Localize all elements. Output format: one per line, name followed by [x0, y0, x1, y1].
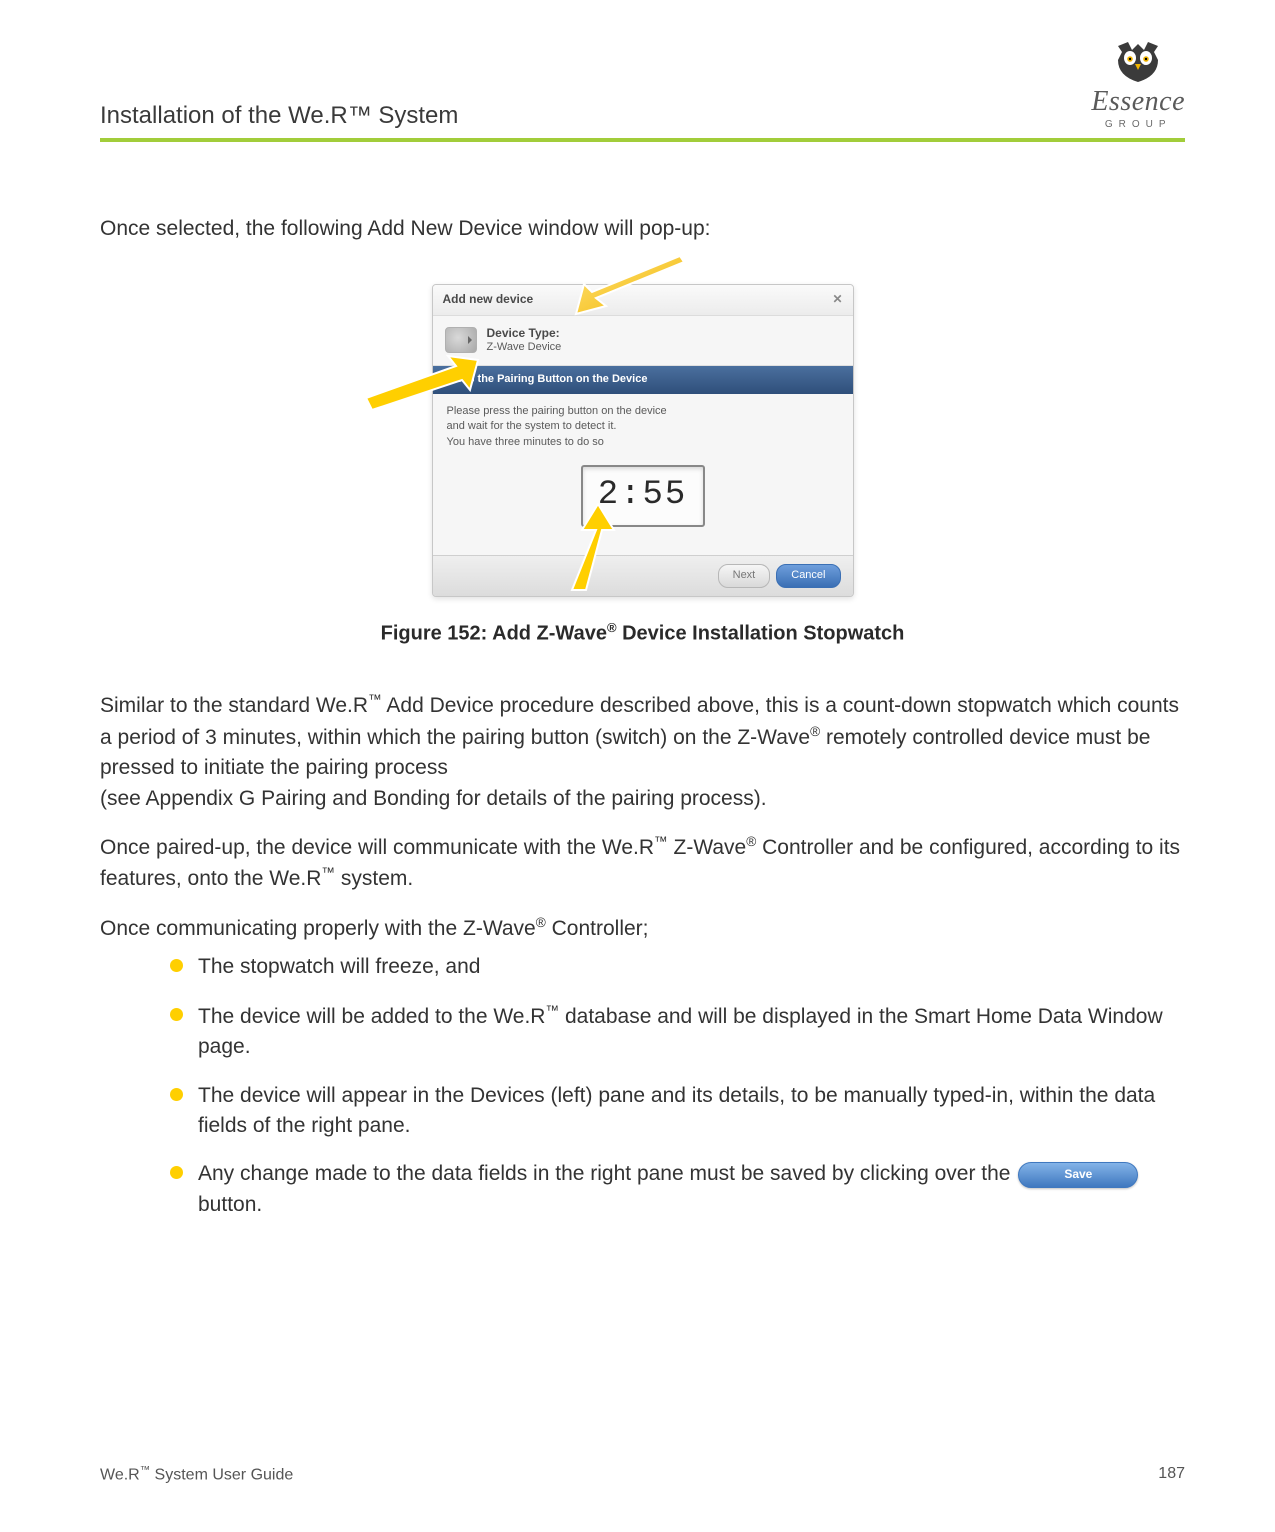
list-item: The stopwatch will freeze, and [170, 952, 1185, 982]
body-line-2: and wait for the system to detect it. [447, 419, 839, 435]
para-similar: Similar to the standard We.R™ Add Device… [100, 690, 1185, 814]
close-icon[interactable]: ✕ [832, 291, 842, 308]
dialog-titlebar: Add new device ✕ [433, 285, 853, 315]
brand-logo: Essence GROUP [1091, 40, 1185, 130]
list-item: The device will appear in the Devices (l… [170, 1081, 1185, 1142]
add-device-dialog: Add new device ✕ Device Type: Z-Wave Dev… [432, 284, 854, 596]
body-line-3: You have three minutes to do so [447, 435, 839, 451]
figure-wrap: Add new device ✕ Device Type: Z-Wave Dev… [100, 284, 1185, 648]
device-type-labels: Device Type: Z-Wave Device [487, 326, 562, 355]
content: Once selected, the following Add New Dev… [100, 214, 1185, 1220]
save-button[interactable]: Save [1018, 1162, 1138, 1188]
para-comm: Once communicating properly with the Z-W… [100, 913, 1185, 944]
cancel-button[interactable]: Cancel [776, 564, 840, 588]
body-line-1: Please press the pairing button on the d… [447, 404, 839, 420]
device-type-key: Device Type: [487, 326, 562, 341]
section-title: Installation of the We.R™ System [100, 102, 458, 130]
step-bar: Press the Pairing Button on the Device [433, 366, 853, 394]
para-paired: Once paired-up, the device will communic… [100, 832, 1185, 895]
bullet-list: The stopwatch will freeze, and The devic… [100, 952, 1185, 1220]
device-type-value: Z-Wave Device [487, 341, 562, 355]
device-type-row: Device Type: Z-Wave Device [433, 316, 853, 366]
page: Installation of the We.R™ System Essence… [0, 0, 1275, 1532]
brand-subtext: GROUP [1105, 120, 1172, 130]
next-button[interactable]: Next [718, 564, 771, 588]
list-item: Any change made to the data fields in th… [170, 1159, 1185, 1220]
header-rule [100, 138, 1185, 142]
figure-caption: Figure 152: Add Z-Wave® Device Installat… [381, 619, 905, 649]
intro-paragraph: Once selected, the following Add New Dev… [100, 214, 1185, 244]
dialog-footer: Next Cancel [433, 555, 853, 596]
page-header: Installation of the We.R™ System Essence… [100, 40, 1185, 138]
page-number: 187 [1158, 1465, 1185, 1484]
owl-icon [1108, 40, 1168, 84]
page-footer: We.R™ System User Guide 187 [100, 1465, 1185, 1484]
list-item: The device will be added to the We.R™ da… [170, 1001, 1185, 1063]
dialog-body: Please press the pairing button on the d… [433, 394, 853, 555]
dialog-title: Add new device [443, 291, 534, 308]
footer-left: We.R™ System User Guide [100, 1465, 293, 1484]
timer-display: 2:55 [581, 465, 705, 526]
brand-name: Essence [1091, 88, 1185, 116]
device-icon[interactable] [445, 327, 477, 353]
